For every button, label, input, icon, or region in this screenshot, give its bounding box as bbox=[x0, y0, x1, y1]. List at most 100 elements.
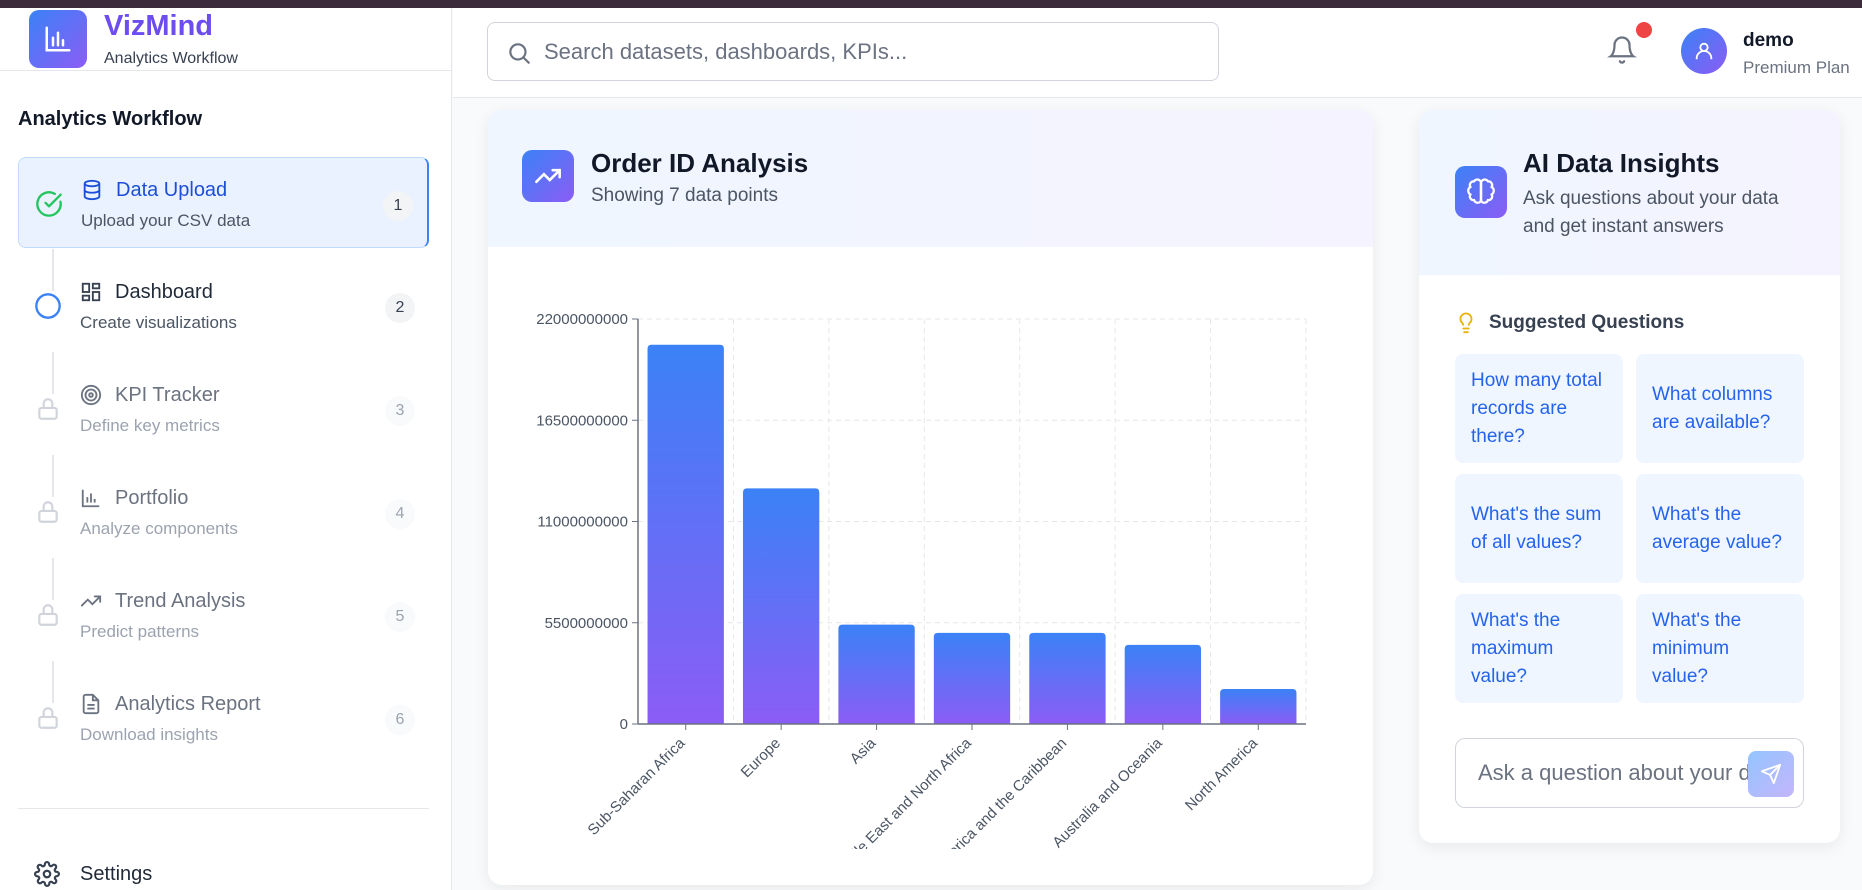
step-desc: Analyze components bbox=[80, 519, 238, 538]
settings-link[interactable]: Settings bbox=[18, 858, 429, 888]
step-kpi-tracker[interactable]: KPI Tracker Define key metrics 3 bbox=[18, 363, 429, 454]
step-analytics-report[interactable]: Analytics Report Download insights 6 bbox=[18, 672, 429, 763]
step-title: Analytics Report bbox=[115, 693, 261, 715]
x-tick-label: Asia bbox=[847, 734, 880, 767]
step-connector bbox=[52, 352, 54, 394]
x-tick-label: Australia and Oceania bbox=[1049, 734, 1166, 851]
y-tick-label: 11000000000 bbox=[537, 514, 628, 531]
bar[interactable] bbox=[742, 488, 820, 724]
step-dashboard[interactable]: Dashboard Create visualizations 2 bbox=[18, 260, 429, 351]
user-name[interactable]: demo bbox=[1743, 30, 1794, 51]
bar[interactable] bbox=[1124, 644, 1202, 724]
send-button[interactable] bbox=[1748, 751, 1794, 797]
bar[interactable] bbox=[1220, 689, 1297, 724]
ask-box[interactable] bbox=[1455, 738, 1804, 808]
step-desc: Define key metrics bbox=[80, 416, 220, 435]
ai-title: AI Data Insights bbox=[1523, 148, 1720, 178]
y-tick-label: 5500000000 bbox=[545, 615, 628, 632]
lock-icon bbox=[34, 704, 62, 732]
step-number: 6 bbox=[385, 705, 415, 735]
workflow-title: Analytics Workflow bbox=[18, 108, 203, 130]
step-desc: Predict patterns bbox=[80, 622, 200, 641]
step-title: Trend Analysis bbox=[115, 590, 246, 612]
brand-name: VizMind bbox=[104, 10, 214, 42]
dashboard-icon bbox=[80, 281, 102, 303]
settings-label: Settings bbox=[80, 863, 153, 885]
chart-title: Order ID Analysis bbox=[591, 148, 809, 178]
logo-bar-chart-icon[interactable] bbox=[29, 10, 87, 68]
ai-subtitle: Ask questions about your data and get in… bbox=[1523, 188, 1779, 237]
step-desc: Download insights bbox=[80, 725, 218, 744]
brand-header: VizMind Analytics Workflow bbox=[0, 8, 452, 71]
send-icon bbox=[1760, 763, 1782, 785]
target-icon bbox=[80, 384, 102, 406]
step-title: Data Upload bbox=[116, 179, 228, 201]
brand-subtitle: Analytics Workflow bbox=[104, 50, 238, 67]
lock-icon bbox=[34, 498, 62, 526]
top-header: demo Premium Plan bbox=[453, 8, 1862, 98]
ask-question-input[interactable] bbox=[1478, 755, 1748, 791]
bar-chart-icon bbox=[80, 487, 102, 509]
suggested-question[interactable]: What's the average value? bbox=[1636, 474, 1804, 583]
lock-icon bbox=[34, 395, 62, 423]
suggested-questions-title: Suggested Questions bbox=[1489, 312, 1685, 333]
avatar[interactable] bbox=[1681, 28, 1727, 74]
check-circle-icon bbox=[35, 190, 63, 218]
bell-icon[interactable] bbox=[1607, 34, 1641, 70]
chart-subtitle: Showing 7 data points bbox=[591, 185, 778, 206]
step-title: KPI Tracker bbox=[115, 384, 220, 406]
bar[interactable] bbox=[647, 344, 724, 724]
step-number: 2 bbox=[385, 293, 415, 323]
search-input[interactable] bbox=[544, 33, 1194, 71]
step-data-upload[interactable]: Data Upload Upload your CSV data 1 bbox=[18, 157, 429, 248]
y-tick-label: 22000000000 bbox=[536, 311, 628, 328]
x-tick-label: Central America and the Caribbean bbox=[893, 735, 1071, 885]
suggested-questions-grid: How many total records are there? What c… bbox=[1455, 354, 1804, 703]
window-top-bar bbox=[0, 0, 1862, 8]
bar[interactable] bbox=[838, 624, 915, 724]
ai-card-header: AI Data Insights Ask questions about you… bbox=[1419, 110, 1840, 275]
y-tick-label: 0 bbox=[620, 716, 628, 733]
ai-insights-card: AI Data Insights Ask questions about you… bbox=[1419, 110, 1840, 843]
step-connector bbox=[52, 455, 54, 497]
suggested-question[interactable]: How many total records are there? bbox=[1455, 354, 1623, 463]
lock-icon bbox=[34, 601, 62, 629]
file-text-icon bbox=[80, 693, 102, 715]
step-trend-analysis[interactable]: Trend Analysis Predict patterns 5 bbox=[18, 569, 429, 660]
suggested-question[interactable]: What's the minimum value? bbox=[1636, 594, 1804, 703]
step-number: 4 bbox=[385, 499, 415, 529]
x-tick-label: Sub-Saharan Africa bbox=[585, 734, 689, 838]
circle-icon bbox=[34, 292, 62, 320]
step-portfolio[interactable]: Portfolio Analyze components 4 bbox=[18, 466, 429, 557]
gear-icon bbox=[34, 861, 60, 890]
x-tick-label: North America bbox=[1182, 734, 1262, 814]
brain-icon bbox=[1455, 166, 1507, 218]
sidebar: VizMind Analytics Workflow Analytics Wor… bbox=[0, 8, 452, 890]
database-icon bbox=[81, 179, 103, 201]
bar[interactable] bbox=[933, 632, 1011, 724]
step-connector bbox=[52, 661, 54, 703]
sidebar-divider bbox=[18, 808, 429, 809]
search-box[interactable] bbox=[487, 22, 1219, 81]
suggested-question[interactable]: What's the sum of all values? bbox=[1455, 474, 1623, 583]
step-number: 5 bbox=[385, 602, 415, 632]
step-title: Dashboard bbox=[115, 281, 213, 303]
suggested-question[interactable]: What columns are available? bbox=[1636, 354, 1804, 463]
notification-badge bbox=[1636, 22, 1652, 38]
suggested-question[interactable]: What's the maximum value? bbox=[1455, 594, 1623, 703]
step-connector bbox=[52, 558, 54, 600]
step-title: Portfolio bbox=[115, 487, 189, 509]
step-number: 3 bbox=[385, 396, 415, 426]
step-connector bbox=[52, 249, 54, 291]
trending-up-icon bbox=[522, 150, 574, 202]
step-desc: Create visualizations bbox=[80, 313, 237, 332]
chart-card: Order ID Analysis Showing 7 data points … bbox=[488, 110, 1373, 885]
chart-card-header: Order ID Analysis Showing 7 data points bbox=[488, 110, 1373, 247]
y-tick-label: 16500000000 bbox=[536, 412, 628, 429]
user-plan: Premium Plan bbox=[1743, 58, 1850, 77]
lightbulb-icon bbox=[1455, 310, 1477, 341]
bar[interactable] bbox=[1029, 632, 1106, 724]
step-desc: Upload your CSV data bbox=[81, 211, 251, 230]
search-icon bbox=[506, 40, 532, 71]
trending-up-icon bbox=[80, 590, 102, 612]
